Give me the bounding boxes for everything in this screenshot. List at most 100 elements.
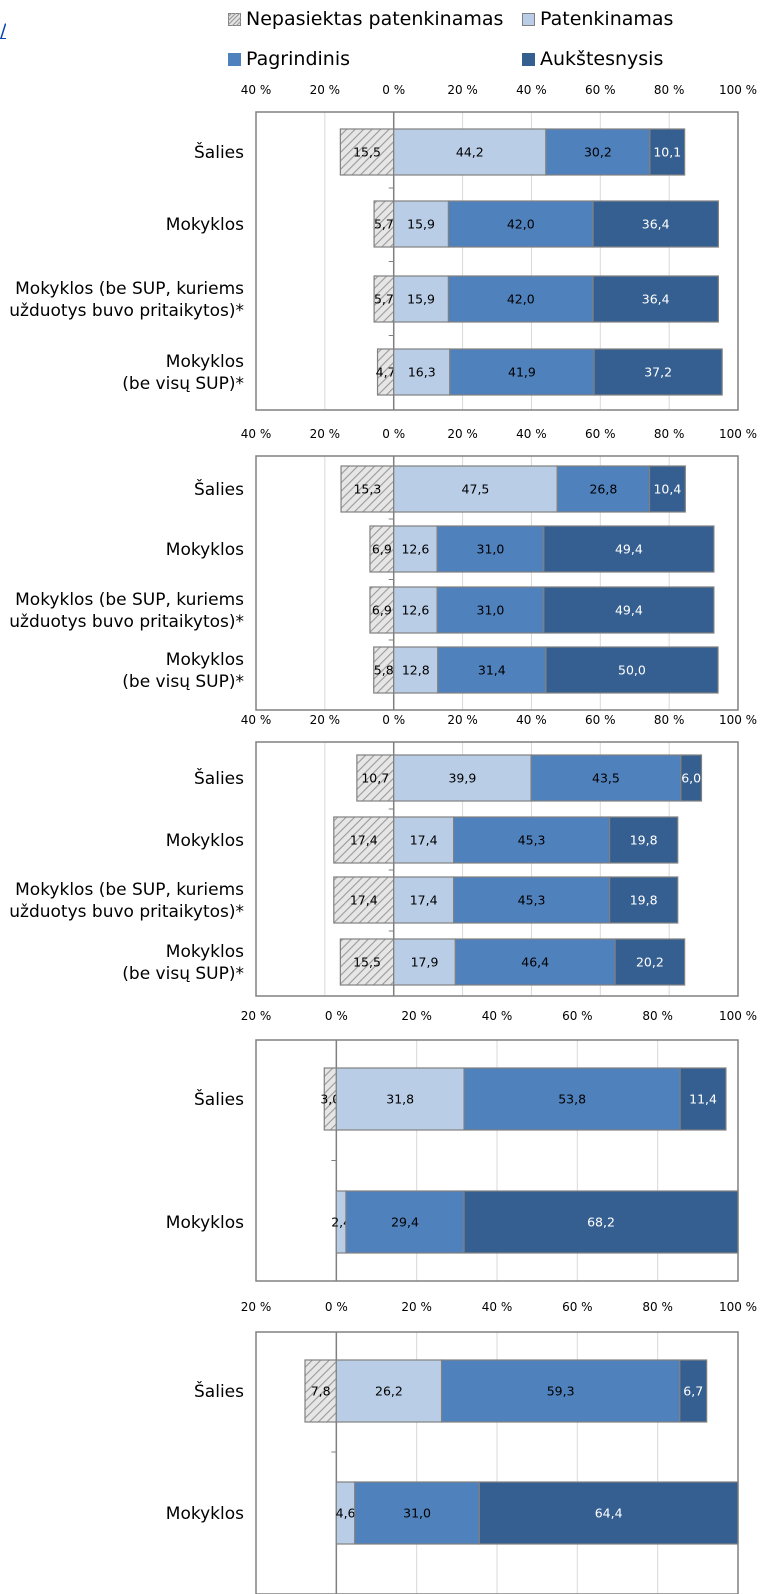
chart-3: 40 % 20 % 0 % 20 % 40 % 60 % 80 % 100 % Šalies 10… bbox=[9, 713, 757, 997]
category-label: (be visų SUP)* bbox=[122, 672, 244, 692]
data-label: 31,0 bbox=[403, 1506, 431, 1521]
category-label: Šalies bbox=[194, 141, 244, 163]
bar-segment bbox=[530, 754, 682, 802]
data-label: 46,4 bbox=[521, 955, 549, 970]
bar-segment bbox=[333, 876, 395, 924]
data-label: 59,3 bbox=[547, 1384, 575, 1399]
data-label: 20,2 bbox=[636, 955, 664, 970]
bar-segment bbox=[354, 1481, 480, 1545]
data-label: 29,4 bbox=[391, 1215, 419, 1230]
data-label: 42,0 bbox=[507, 292, 535, 307]
bar-segment bbox=[608, 816, 679, 864]
x-tick-label: 40 % bbox=[241, 713, 272, 727]
data-label: 31,0 bbox=[477, 603, 505, 618]
legend-swatch-pagrindinis bbox=[228, 52, 241, 66]
bar-segment bbox=[463, 1067, 681, 1131]
x-tick-label: 60 % bbox=[585, 713, 616, 727]
legend-label-nepasiektas: Nepasiektas patenkinamas bbox=[246, 8, 504, 30]
category-label: Mokyklos bbox=[166, 942, 244, 962]
category-label: Mokyklos bbox=[166, 352, 244, 372]
data-label: 36,4 bbox=[642, 292, 670, 307]
data-label: 17,4 bbox=[350, 833, 378, 848]
data-label: 26,8 bbox=[589, 482, 617, 497]
legend-item-pagrindinis: Pagrindinis bbox=[228, 48, 350, 70]
plot-area-border bbox=[255, 111, 739, 411]
bar-segment bbox=[340, 465, 395, 513]
corner-link[interactable]: / bbox=[0, 20, 6, 42]
bar-segment bbox=[592, 200, 719, 248]
data-label: 11,4 bbox=[689, 1092, 717, 1107]
bar-segment bbox=[680, 754, 703, 802]
data-label: 17,9 bbox=[411, 955, 439, 970]
data-label: 53,8 bbox=[558, 1092, 586, 1107]
bar-segment bbox=[614, 938, 686, 986]
data-label: 17,4 bbox=[350, 893, 378, 908]
legend-item-patenkinamas: Patenkinamas bbox=[522, 8, 673, 30]
category-label: Mokyklos (be SUP, kuriems bbox=[15, 590, 244, 610]
x-tick-label: 60 % bbox=[562, 1009, 593, 1023]
data-label: 17,4 bbox=[410, 893, 438, 908]
category-label: Šalies bbox=[194, 767, 244, 789]
x-tick-label: 100 % bbox=[719, 1009, 757, 1023]
category-label: (be visų SUP)* bbox=[122, 964, 244, 984]
category-label: Mokyklos bbox=[166, 1504, 244, 1524]
data-label: 6,9 bbox=[372, 603, 392, 618]
bar-segment bbox=[608, 876, 679, 924]
category-label: Mokyklos (be SUP, kuriems bbox=[15, 880, 244, 900]
x-tick-label: 100 % bbox=[719, 1300, 757, 1314]
legend-item-nepasiektas: Nepasiektas patenkinamas bbox=[228, 8, 503, 30]
bar-segment bbox=[339, 938, 395, 986]
legend-swatch-nepasiektas bbox=[228, 12, 241, 26]
data-label: 16,3 bbox=[408, 365, 436, 380]
bar-segment bbox=[454, 938, 616, 986]
bar-segment bbox=[447, 200, 594, 248]
plot-area-border bbox=[255, 1331, 739, 1594]
x-tick-label: 80 % bbox=[654, 83, 685, 97]
legend-swatch-patenkinamas bbox=[522, 12, 535, 26]
data-label: 39,9 bbox=[448, 771, 476, 786]
x-tick-label: 0 % bbox=[382, 713, 405, 727]
chart-5: 20 % 0 % 20 % 40 % 60 % 80 % 100 % Šalies 7,8 26,… bbox=[166, 1300, 757, 1594]
bar-segment bbox=[543, 586, 715, 634]
x-tick-label: 0 % bbox=[325, 1300, 348, 1314]
data-label: 7,8 bbox=[311, 1384, 331, 1399]
bar-segment bbox=[440, 1359, 681, 1423]
category-label: Mokyklos bbox=[166, 540, 244, 560]
data-label: 49,4 bbox=[615, 603, 643, 618]
data-label: 15,5 bbox=[353, 145, 381, 160]
x-tick-label: 0 % bbox=[382, 427, 405, 441]
data-label: 10,4 bbox=[653, 482, 681, 497]
bar-segment bbox=[592, 275, 719, 323]
x-tick-label: 40 % bbox=[516, 427, 547, 441]
data-label: 50,0 bbox=[618, 663, 646, 678]
data-label: 5,8 bbox=[374, 663, 394, 678]
chart-legend: / Nepasiektas patenkinamas Patenkinamas … bbox=[0, 0, 784, 76]
bar-segment bbox=[453, 816, 611, 864]
category-label: Šalies bbox=[194, 1380, 244, 1402]
category-label: Šalies bbox=[194, 1088, 244, 1110]
data-label: 30,2 bbox=[584, 145, 612, 160]
legend-label-aukstesnysis: Aukštesnysis bbox=[540, 48, 664, 70]
category-label: Mokyklos (be SUP, kuriems bbox=[15, 279, 244, 299]
x-tick-label: 40 % bbox=[241, 427, 272, 441]
plot-area-border bbox=[255, 455, 739, 711]
bar-segment bbox=[463, 1190, 739, 1254]
data-label: 12,6 bbox=[401, 542, 429, 557]
data-label: 68,2 bbox=[587, 1215, 615, 1230]
plot-area-border bbox=[255, 741, 739, 997]
data-label: 5,7 bbox=[374, 217, 394, 232]
data-label: 37,2 bbox=[644, 365, 672, 380]
bar-segment bbox=[393, 938, 456, 986]
x-tick-label: 20 % bbox=[401, 1009, 432, 1023]
data-label: 4,6 bbox=[336, 1506, 356, 1521]
bar-segment bbox=[679, 1359, 708, 1423]
data-label: 36,4 bbox=[642, 217, 670, 232]
x-tick-label: 80 % bbox=[642, 1300, 673, 1314]
chart-2: 40 % 20 % 0 % 20 % 40 % 60 % 80 % 100 % Šalies 15… bbox=[9, 427, 757, 711]
category-label: (be visų SUP)* bbox=[122, 374, 244, 394]
x-tick-label: 40 % bbox=[516, 83, 547, 97]
bar-segment bbox=[453, 876, 611, 924]
x-tick-label: 20 % bbox=[401, 1300, 432, 1314]
bar-segment bbox=[393, 525, 438, 573]
